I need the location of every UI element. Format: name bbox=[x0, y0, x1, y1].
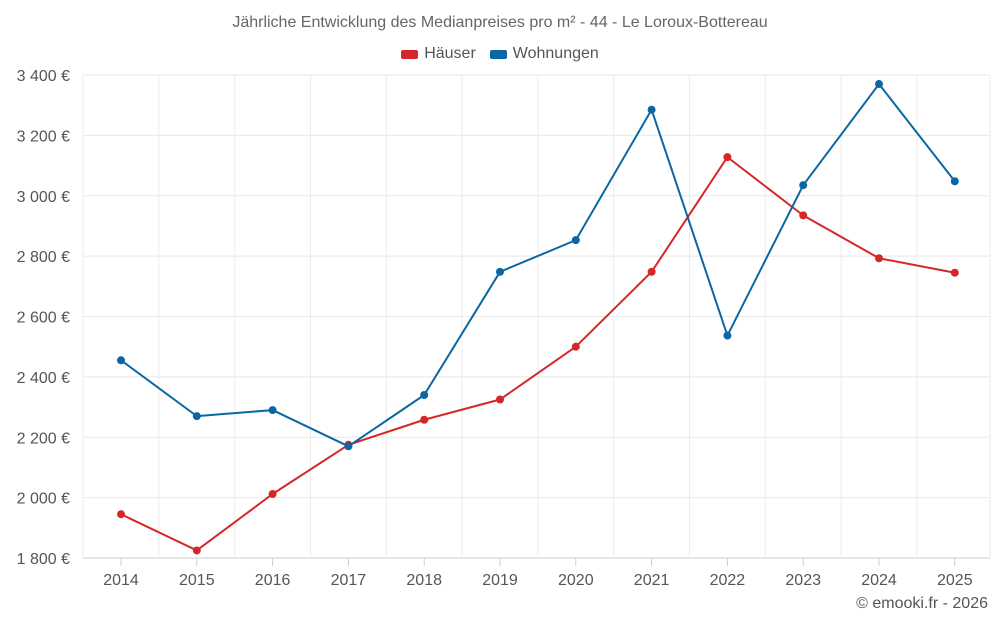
y-tick-label: 3 400 € bbox=[17, 68, 70, 85]
data-point-wohnungen[interactable] bbox=[647, 105, 656, 114]
data-point-haeuser[interactable] bbox=[117, 510, 125, 519]
data-point-haeuser[interactable] bbox=[268, 490, 277, 499]
data-point-haeuser[interactable] bbox=[496, 395, 504, 404]
data-point-wohnungen[interactable] bbox=[799, 181, 808, 190]
x-tick-label: 2025 bbox=[937, 572, 973, 589]
x-tick-label: 2016 bbox=[255, 572, 291, 589]
y-tick-label: 2 400 € bbox=[17, 370, 70, 387]
legend-item-wohnungen[interactable]: Wohnungen bbox=[489, 45, 599, 63]
credit-text: © emooki.fr - 2026 bbox=[856, 595, 988, 612]
y-tick-label: 2 600 € bbox=[17, 310, 70, 327]
y-tick-label: 3 200 € bbox=[17, 128, 70, 145]
legend-label-haeuser: Häuser bbox=[424, 45, 476, 62]
x-tick-label: 2017 bbox=[331, 572, 367, 589]
legend-label-wohnungen: Wohnungen bbox=[512, 45, 599, 62]
data-point-wohnungen[interactable] bbox=[117, 356, 125, 365]
legend-swatch-haeuser bbox=[401, 49, 419, 59]
data-point-haeuser[interactable] bbox=[875, 254, 883, 263]
data-point-haeuser[interactable] bbox=[420, 415, 429, 424]
y-tick-label: 2 200 € bbox=[17, 430, 70, 447]
series-line-haeuser bbox=[120, 156, 955, 552]
legend-item-haeuser[interactable]: Häuser bbox=[401, 45, 476, 63]
data-point-wohnungen[interactable] bbox=[496, 267, 504, 276]
x-tick-label: 2015 bbox=[179, 572, 215, 589]
data-point-wohnungen[interactable] bbox=[571, 236, 580, 245]
y-tick-label: 3 000 € bbox=[17, 189, 70, 206]
x-tick-label: 2014 bbox=[103, 572, 139, 589]
x-tick-label: 2018 bbox=[406, 572, 442, 589]
data-point-wohnungen[interactable] bbox=[268, 406, 277, 415]
chart-title: Jährliche Entwicklung des Medianpreises … bbox=[232, 14, 768, 31]
data-point-haeuser[interactable] bbox=[647, 267, 656, 276]
x-tick-label: 2023 bbox=[785, 572, 821, 589]
data-point-wohnungen[interactable] bbox=[192, 412, 201, 421]
x-tick-label: 2021 bbox=[634, 572, 670, 589]
data-point-wohnungen[interactable] bbox=[875, 80, 883, 89]
data-point-haeuser[interactable] bbox=[950, 268, 959, 277]
x-tick-label: 2024 bbox=[861, 572, 897, 589]
y-tick-label: 2 000 € bbox=[17, 491, 70, 508]
data-point-wohnungen[interactable] bbox=[723, 331, 732, 340]
x-tick-label: 2019 bbox=[482, 572, 518, 589]
data-point-haeuser[interactable] bbox=[192, 546, 201, 555]
legend: Häuser Wohnungen bbox=[0, 45, 1000, 63]
data-point-haeuser[interactable] bbox=[571, 342, 580, 351]
data-point-wohnungen[interactable] bbox=[420, 390, 429, 399]
series-line-wohnungen bbox=[120, 83, 956, 448]
x-tick-label: 2020 bbox=[558, 572, 594, 589]
data-point-wohnungen[interactable] bbox=[950, 177, 959, 186]
y-tick-label: 2 800 € bbox=[17, 249, 70, 266]
data-point-wohnungen[interactable] bbox=[344, 442, 353, 451]
x-tick-label: 2022 bbox=[710, 572, 746, 589]
legend-swatch-wohnungen bbox=[489, 49, 507, 59]
data-point-haeuser[interactable] bbox=[723, 153, 732, 162]
data-point-haeuser[interactable] bbox=[799, 211, 808, 220]
y-tick-label: 1 800 € bbox=[17, 551, 70, 568]
